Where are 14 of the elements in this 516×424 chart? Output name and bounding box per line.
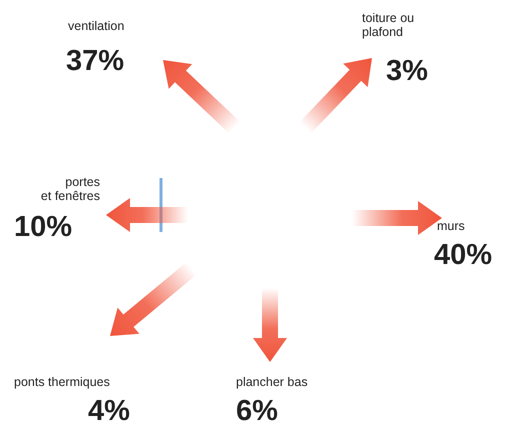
data-label: 4% [88,395,130,424]
data-label: 3% [386,55,428,87]
category-label: plancher bas [236,375,308,389]
category-label: ventilation [68,19,124,33]
category-label: ponts thermiques [14,375,110,389]
data-label: 40% [434,239,492,271]
data-label: 10% [14,211,72,243]
category-label: toiture ou [362,11,414,25]
data-label: 37% [66,45,124,77]
category-label: et fenêtres [40,189,100,203]
category-label: plafond [362,25,404,39]
category-label: portes [65,175,100,189]
category-label: murs [437,219,465,233]
data-label: 6% [236,395,278,424]
